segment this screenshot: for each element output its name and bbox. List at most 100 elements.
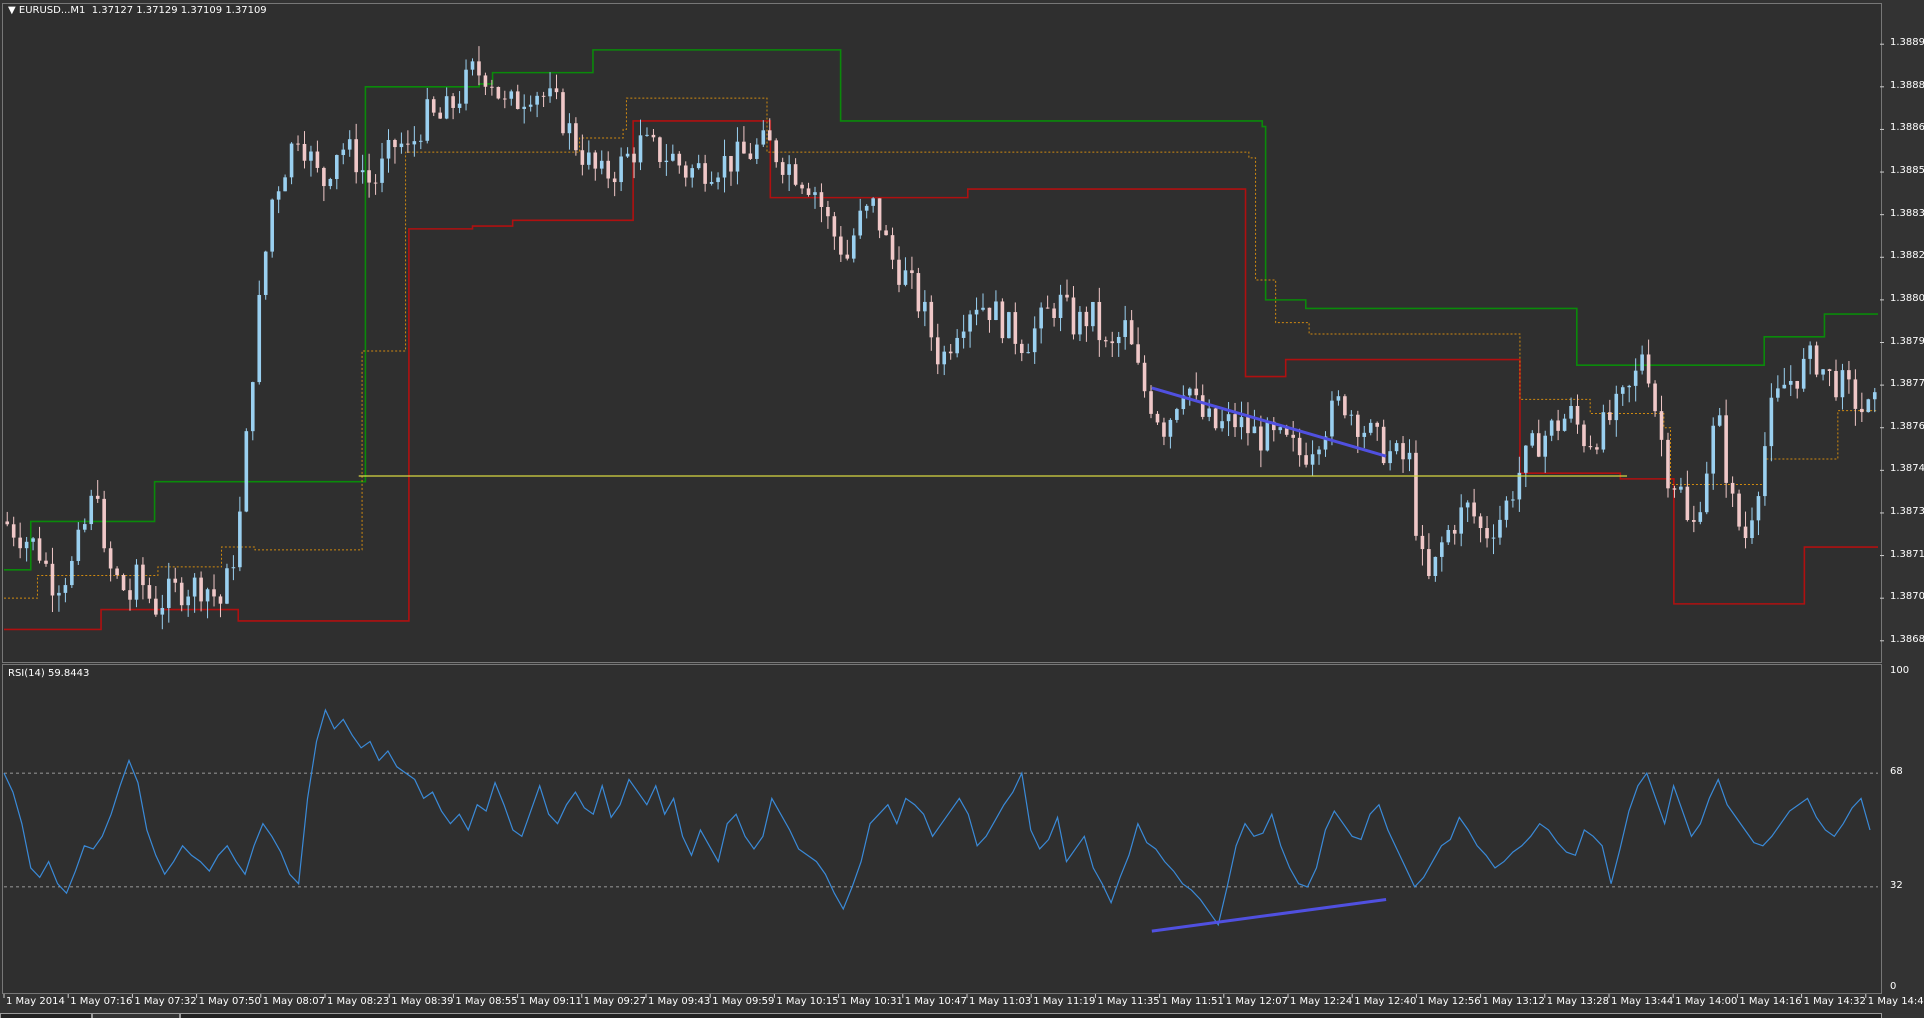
candle-body — [1730, 482, 1735, 494]
price-tick-label: 1.38820 — [1890, 250, 1924, 262]
candle-body — [244, 431, 249, 512]
candle-body — [994, 301, 998, 321]
candle-body — [1601, 412, 1606, 450]
candle-body — [1310, 454, 1315, 465]
candle-body — [1187, 388, 1192, 396]
candle-body — [238, 511, 242, 568]
candle-body — [192, 577, 197, 597]
price-trend-line — [1151, 386, 1387, 458]
candle-body — [612, 178, 617, 183]
candle-body — [1123, 320, 1127, 337]
candle-body — [1627, 385, 1632, 388]
candle-body — [767, 130, 772, 141]
candle-body — [250, 382, 255, 432]
candle-body — [1840, 370, 1845, 398]
candle-body — [709, 182, 714, 184]
chart-tab[interactable] — [0, 1013, 92, 1018]
candle-body — [1097, 301, 1102, 341]
candle-body — [199, 577, 203, 602]
candle-body — [121, 575, 126, 591]
candle-body — [1388, 451, 1392, 464]
time-tick-label: 1 May 2014 — [6, 996, 65, 1007]
time-tick-label: 1 May 08:07 — [262, 996, 326, 1007]
candle-body — [1556, 420, 1560, 431]
candle-body — [1459, 507, 1463, 534]
candle-body — [1724, 415, 1728, 483]
candle-body — [1763, 446, 1767, 497]
candle-body — [18, 537, 22, 549]
candle-body — [1013, 312, 1018, 344]
chart-tab[interactable] — [92, 1013, 180, 1018]
candle-body — [696, 163, 701, 169]
price-tick-label: 1.38880 — [1890, 79, 1924, 91]
candle-body — [1860, 408, 1864, 413]
candle-body — [1562, 418, 1567, 431]
candle-body — [599, 160, 604, 169]
candle-body — [968, 314, 972, 332]
candle-body — [425, 99, 430, 141]
candle-body — [1052, 308, 1056, 318]
candle-body — [1549, 420, 1554, 436]
candle-body — [186, 596, 190, 606]
candle-body — [380, 158, 384, 183]
candle-body — [1407, 452, 1412, 460]
candle-body — [270, 199, 274, 252]
collapse-arrow-icon[interactable]: ▼ — [8, 5, 16, 16]
candle-body — [134, 564, 139, 600]
candle-body — [231, 567, 236, 569]
candle-body — [541, 95, 546, 97]
candle-body — [44, 560, 48, 564]
candle-body — [1207, 408, 1211, 417]
candle-body — [1569, 405, 1573, 419]
candle-body — [1058, 294, 1063, 318]
candle-body — [690, 168, 695, 178]
candle-body — [347, 139, 352, 150]
candle-body — [328, 179, 333, 187]
candle-body — [457, 103, 462, 108]
candle-body — [1666, 439, 1670, 489]
candle-body — [813, 192, 817, 195]
price-chart-pane[interactable] — [2, 3, 1882, 663]
candle-body — [412, 141, 417, 145]
candle-body — [1026, 352, 1031, 354]
candle-body — [574, 123, 578, 151]
candle-body — [464, 69, 468, 104]
candle-body — [1356, 414, 1360, 437]
candle-body — [1304, 455, 1308, 465]
candle-body — [658, 137, 662, 163]
candle-body — [1265, 421, 1270, 451]
rsi-indicator-pane[interactable] — [2, 664, 1882, 994]
candle-body — [1129, 320, 1134, 345]
candle-body — [302, 143, 307, 161]
candle-body — [95, 495, 100, 499]
candle-body — [1756, 496, 1761, 521]
candle-body — [315, 151, 320, 168]
candle-body — [393, 139, 397, 148]
candle-body — [580, 150, 585, 165]
candle-body — [1750, 520, 1754, 539]
time-tick-label: 1 May 11:51 — [1161, 996, 1224, 1007]
candle-body — [832, 216, 837, 237]
candle-body — [1116, 336, 1121, 344]
candle-body — [1543, 435, 1548, 457]
candle-body — [1737, 493, 1741, 527]
candle-body — [1239, 417, 1244, 428]
time-tick-label: 1 May 09:43 — [648, 996, 711, 1007]
rsi-tick-label: 0 — [1890, 981, 1897, 992]
candle-body — [1465, 502, 1470, 508]
candle-body — [283, 177, 287, 192]
price-tick-label: 1.38700 — [1890, 591, 1924, 603]
price-tick-label: 1.38775 — [1890, 378, 1924, 390]
candle-body — [742, 141, 746, 154]
candle-body — [1226, 414, 1231, 422]
candle-body — [1646, 354, 1651, 384]
candle-body — [102, 498, 106, 549]
candle-body — [419, 140, 423, 142]
candle-body — [1142, 362, 1147, 392]
candle-body — [1181, 395, 1186, 410]
candle-body — [451, 96, 455, 108]
candle-body — [793, 164, 798, 185]
price-tick-label: 1.38805 — [1890, 292, 1924, 304]
candle-body — [1801, 358, 1806, 389]
